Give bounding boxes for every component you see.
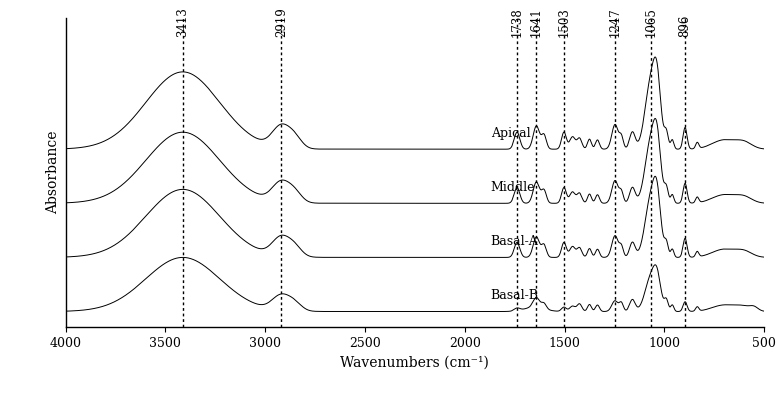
Text: 1641: 1641 bbox=[530, 8, 543, 37]
Y-axis label: Absorbance: Absorbance bbox=[46, 131, 60, 214]
Text: Basal-B: Basal-B bbox=[491, 289, 539, 302]
X-axis label: Wavenumbers (cm⁻¹): Wavenumbers (cm⁻¹) bbox=[341, 355, 489, 369]
Text: 896: 896 bbox=[679, 15, 691, 37]
Text: 1065: 1065 bbox=[645, 7, 658, 37]
Text: Basal-A: Basal-A bbox=[491, 235, 539, 248]
Text: 1247: 1247 bbox=[608, 8, 622, 37]
Text: 2919: 2919 bbox=[275, 8, 288, 37]
Text: 1503: 1503 bbox=[557, 7, 571, 37]
Text: Middle: Middle bbox=[491, 181, 536, 194]
Text: Apical: Apical bbox=[491, 127, 530, 140]
Text: 3413: 3413 bbox=[176, 7, 189, 37]
Text: 1738: 1738 bbox=[511, 8, 524, 37]
